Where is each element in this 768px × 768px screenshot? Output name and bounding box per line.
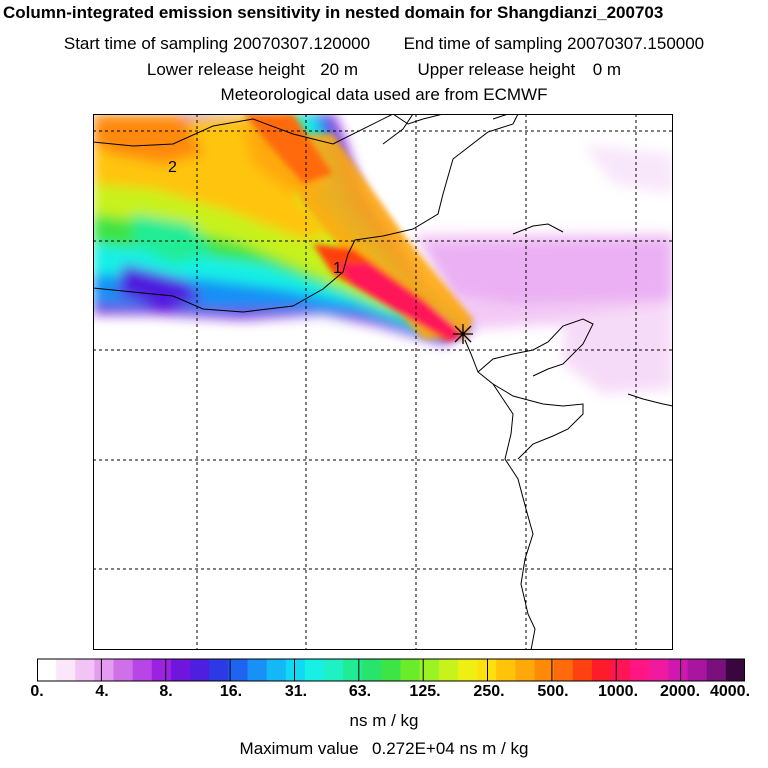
sensitivity-field: [93, 114, 673, 394]
scale-color-cell: [324, 659, 344, 681]
scale-color-cell: [132, 659, 153, 681]
scale-color-cell: [668, 659, 689, 681]
scale-color-cell: [247, 659, 268, 681]
scale-tick: 1000.: [597, 683, 639, 700]
scale-tick: 31.: [284, 683, 308, 700]
scale-tick: 250.: [473, 683, 505, 700]
scale-color-cell: [228, 659, 249, 681]
scale-color-cell: [266, 659, 287, 681]
map-frame: [93, 114, 673, 650]
lat-lon-grid: [93, 114, 673, 650]
scale-color-cell: [75, 659, 96, 681]
scale-color-cell: [94, 659, 115, 681]
scale-tick: 500.: [537, 683, 569, 700]
scale-color-cell: [151, 659, 172, 681]
scale-color-cell: [553, 659, 574, 681]
contour-label-2: 2: [168, 159, 177, 176]
met-data-line: Meteorological data used are from ECMWF: [220, 85, 548, 104]
scale-color-cell: [572, 659, 593, 681]
scale-color-cell: [37, 659, 57, 681]
scale-color-cell: [611, 659, 631, 681]
scale-color-cell: [304, 659, 325, 681]
lower-value: 20 m: [320, 60, 358, 79]
release-height-line: Lower release height 20 m Upper release …: [0, 60, 768, 80]
scale-tick: 8.: [159, 683, 173, 700]
scale-color-cell: [170, 659, 191, 681]
end-label: End time of sampling: [403, 34, 563, 53]
max-label: Maximum value: [239, 739, 359, 758]
sampling-time-line: Start time of sampling 20070307.120000 E…: [0, 34, 768, 54]
end-value: 20070307.150000: [567, 34, 705, 53]
scale-color-cell: [209, 659, 229, 681]
scale-color-cell: [113, 659, 134, 681]
contour-label-1: 1: [333, 260, 342, 277]
scale-color-cell: [362, 659, 383, 681]
coastline: [93, 114, 673, 650]
max-value: 0.272E+04 ns m / kg: [372, 739, 529, 758]
scale-tick: 2000.: [659, 683, 701, 700]
scale-tick: 63.: [348, 683, 372, 700]
units-label: ns m / kg: [349, 711, 419, 730]
scale-color-cell: [687, 659, 708, 681]
scale-color-cell: [190, 659, 210, 681]
scale-color-cell: [534, 659, 555, 681]
scale-frame: [37, 658, 745, 682]
scale-color-cell: [56, 659, 76, 681]
color-scale-bar: [37, 658, 745, 682]
emission-sensitivity-map: 2 1: [93, 114, 673, 650]
release-site-star-icon: [453, 324, 473, 344]
scale-color-cell: [343, 659, 363, 681]
maximum-value-line: Maximum value 0.272E+04 ns m / kg: [0, 739, 768, 759]
scale-color-cell: [438, 659, 459, 681]
lower-label: Lower release height: [146, 60, 305, 79]
scale-tick: 4.: [95, 683, 109, 700]
scale-color-cell: [477, 659, 497, 681]
upper-label: Upper release height: [417, 60, 576, 79]
upper-value: 0 m: [592, 60, 622, 79]
scale-color-cell: [419, 659, 440, 681]
scale-tick: 4000.: [709, 683, 751, 700]
scale-color-cell: [649, 659, 670, 681]
scale-color-cell: [400, 659, 421, 681]
scale-color-cell: [630, 659, 650, 681]
start-label: Start time of sampling: [63, 34, 229, 53]
scale-tick: 125.: [409, 683, 441, 700]
scale-color-cell: [496, 659, 516, 681]
scale-tick: 16.: [219, 683, 243, 700]
plot-title: Column-integrated emission sensitivity i…: [3, 3, 664, 22]
scale-color-cell: [285, 659, 306, 681]
scale-color-cell: [457, 659, 478, 681]
scale-color-cell: [706, 659, 727, 681]
scale-color-cell: [381, 659, 402, 681]
start-value: 20070307.120000: [233, 34, 371, 53]
scale-color-cell: [591, 659, 612, 681]
scale-color-cell: [515, 659, 536, 681]
scale-tick: 0.: [30, 683, 44, 700]
scale-color-cell: [725, 659, 745, 681]
